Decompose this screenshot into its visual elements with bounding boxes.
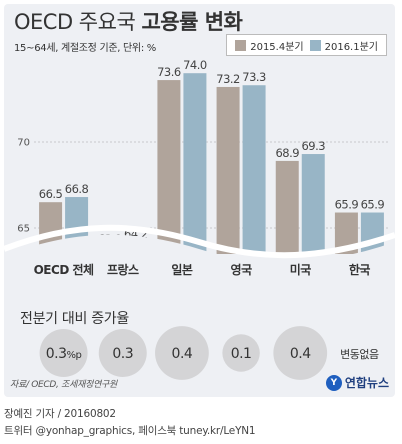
legend: 2015.4분기 2016.1분기 — [226, 34, 387, 56]
category-label: 프랑스 — [107, 263, 139, 277]
growth-circle — [39, 329, 88, 377]
bar — [183, 73, 207, 254]
axis-break-fill — [4, 234, 395, 304]
growth-circle — [155, 326, 209, 380]
yonhap-logo: Y 연합뉴스 — [325, 374, 389, 391]
growth-circle — [273, 326, 328, 380]
legend-item-prev: 2015.4분기 — [235, 38, 304, 53]
growth-title: 전분기 대비 증가율 — [20, 311, 129, 327]
legend-swatch-curr — [309, 39, 321, 51]
chart-subtitle: 15~64세, 계절조정 기준, 단위: % — [14, 43, 156, 54]
growth-value: 0.4 — [290, 346, 311, 362]
title-bold: 고용률 변화 — [141, 10, 243, 34]
growth-value: 변동없음 — [340, 348, 379, 361]
category-label: 한국 — [349, 262, 371, 277]
growth-value: 0.3%p — [46, 346, 82, 362]
legend-label-curr: 2016.1분기 — [324, 41, 378, 53]
growth-value: 0.1 — [231, 346, 252, 362]
data-label: 65.9 — [335, 198, 359, 212]
growth-circle — [222, 334, 260, 372]
category-label: 미국 — [290, 262, 312, 277]
legend-swatch-prev — [235, 39, 247, 51]
category-label: 일본 — [171, 263, 193, 277]
growth-value: 0.4 — [172, 346, 193, 362]
data-label: 66.5 — [39, 187, 63, 201]
title-light: OECD 주요국 — [14, 10, 136, 34]
bar — [275, 160, 299, 254]
y-tick-label: 70 — [17, 138, 30, 149]
growth-value: 0.3 — [112, 346, 133, 362]
bar — [242, 85, 266, 255]
credit-social: 트위터 @yonhap_graphics, 페이스북 tuney.kr/LeYN… — [4, 425, 256, 437]
logo-text: 연합뉴스 — [344, 376, 389, 390]
data-label: 73.3 — [242, 70, 266, 84]
source-note: 자료/ OECD, 조세재정연구원 — [10, 380, 118, 390]
bar — [157, 80, 181, 254]
growth-circle — [98, 329, 147, 377]
infographic-card: OECD 주요국 고용률 변화 15~64세, 계절조정 기준, 단위: % 2… — [4, 4, 395, 397]
credit-reporter: 장예진 기자 / 20160802 — [4, 408, 116, 420]
data-label: 65.9 — [361, 198, 385, 212]
data-label: 74.0 — [183, 58, 207, 72]
growth-circles: 0.3%p 0.3 0.4 0.1 0.4 변동없음 — [39, 326, 380, 380]
data-label: 68.9 — [275, 146, 299, 160]
bar-chart: 60657066.566.8OECD 전체63.964.2프랑스73.674.0… — [4, 58, 395, 304]
data-label: 66.8 — [65, 182, 89, 196]
chart-title: OECD 주요국 고용률 변화 — [14, 6, 243, 36]
bar — [334, 212, 358, 254]
data-label: 69.3 — [301, 139, 325, 153]
yonhap-logo-icon: Y — [325, 374, 342, 391]
category-label: 영국 — [231, 262, 253, 277]
category-label: OECD 전체 — [34, 262, 94, 277]
legend-item-curr: 2016.1분기 — [309, 38, 378, 53]
growth-unit: %p — [67, 350, 82, 361]
legend-label-prev: 2015.4분기 — [250, 41, 304, 53]
y-tick-label: 65 — [17, 224, 30, 235]
data-label: 73.6 — [157, 65, 181, 79]
bar — [301, 154, 325, 254]
bar — [216, 86, 240, 255]
data-label: 73.2 — [216, 72, 240, 86]
axis-break-line — [4, 224, 395, 259]
